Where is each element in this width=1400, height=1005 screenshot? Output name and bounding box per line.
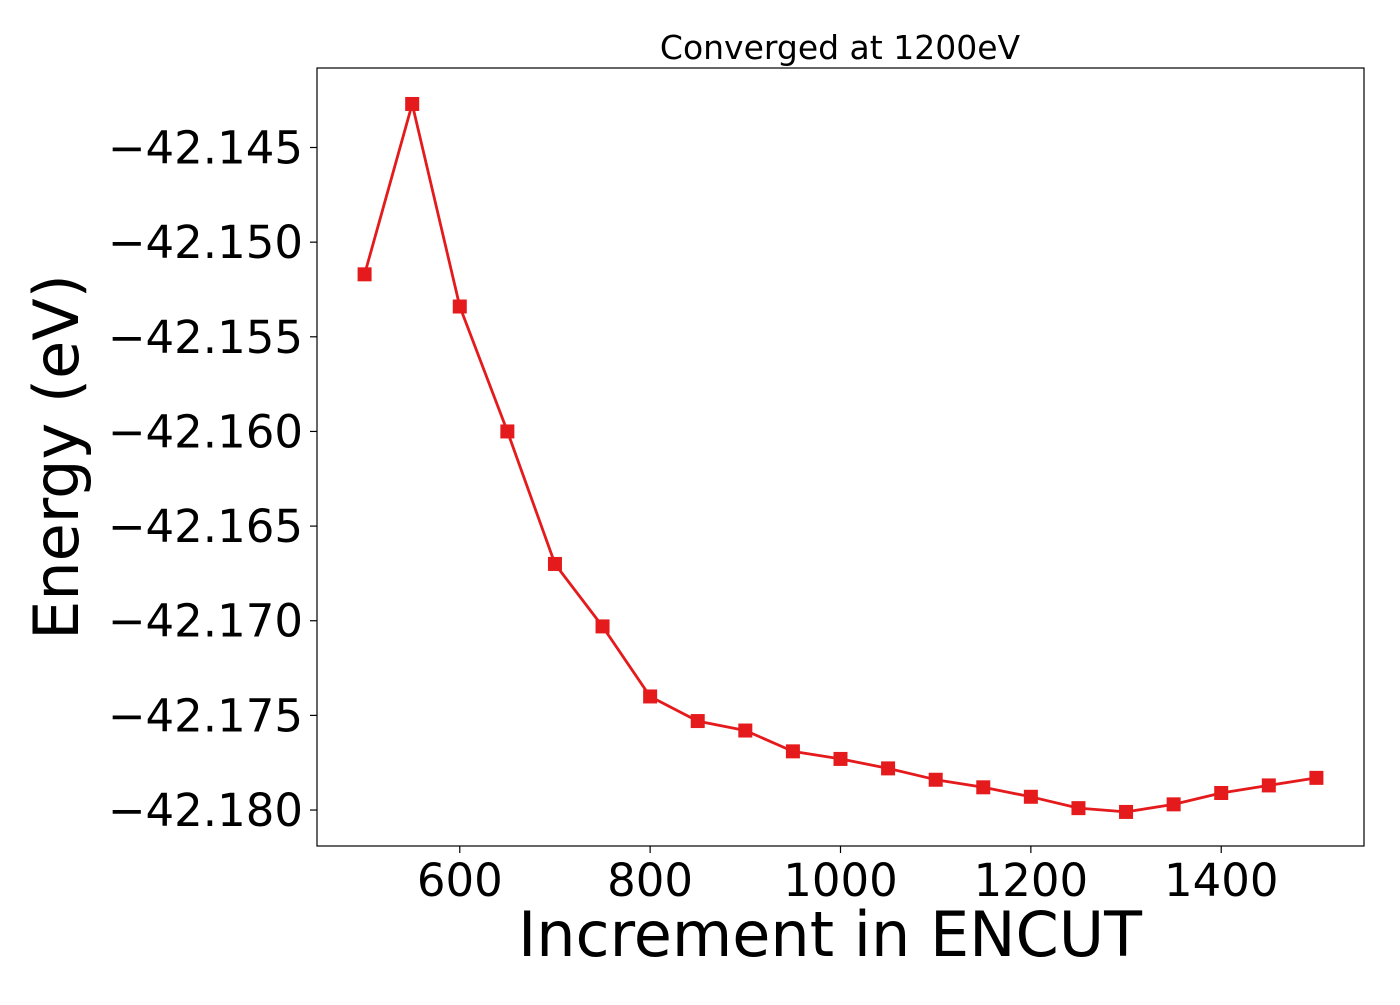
y-tick-label: −42.165 (108, 500, 303, 553)
data-point-marker (357, 267, 372, 282)
y-tick-label: −42.170 (108, 595, 303, 648)
x-tick-label: 1400 (1164, 854, 1279, 907)
data-point-marker (881, 761, 896, 776)
data-point-marker (1119, 804, 1134, 819)
plot-area-frame (316, 67, 1365, 847)
y-tick-label: −42.180 (108, 784, 303, 837)
data-point-marker (452, 299, 467, 314)
x-tick-label: 1200 (974, 854, 1089, 907)
data-point-marker (738, 723, 753, 738)
data-point-marker (833, 751, 848, 766)
data-point-marker (405, 96, 420, 111)
data-point-marker (976, 780, 991, 795)
x-tick-label: 1000 (783, 854, 898, 907)
data-point-marker (595, 619, 610, 634)
series-line (363, 102, 1317, 814)
data-point-marker (1023, 789, 1038, 804)
x-axis-label: Increment in ENCUT (518, 898, 1143, 971)
x-tick-label: 600 (417, 854, 503, 907)
x-axis: 600 800 1000 1200 1400 (417, 846, 1279, 907)
data-point-marker (1071, 801, 1086, 816)
data-point-marker (928, 772, 943, 787)
y-tick-label: −42.155 (108, 311, 303, 364)
y-tick-label: −42.160 (108, 405, 303, 458)
y-axis: −42.145 −42.150 −42.155 −42.160 −42.165 −42.1… (108, 122, 317, 837)
data-point-marker (643, 689, 658, 704)
data-point-marker (500, 424, 515, 439)
y-tick-label: −42.145 (108, 122, 303, 175)
data-point-marker (1309, 770, 1324, 785)
data-point-marker (1261, 778, 1276, 793)
x-tick-label: 800 (607, 854, 693, 907)
data-point-marker (547, 556, 562, 571)
data-point-marker (785, 744, 800, 759)
series-layer (357, 96, 1324, 819)
data-point-marker (1166, 797, 1181, 812)
y-axis-label: Energy (eV) (20, 274, 93, 640)
data-point-marker (690, 714, 705, 729)
chart-title: Converged at 1200eV (660, 28, 1021, 67)
y-tick-label: −42.150 (108, 216, 303, 269)
y-tick-label: −42.175 (108, 689, 303, 742)
data-point-marker (1214, 785, 1229, 800)
